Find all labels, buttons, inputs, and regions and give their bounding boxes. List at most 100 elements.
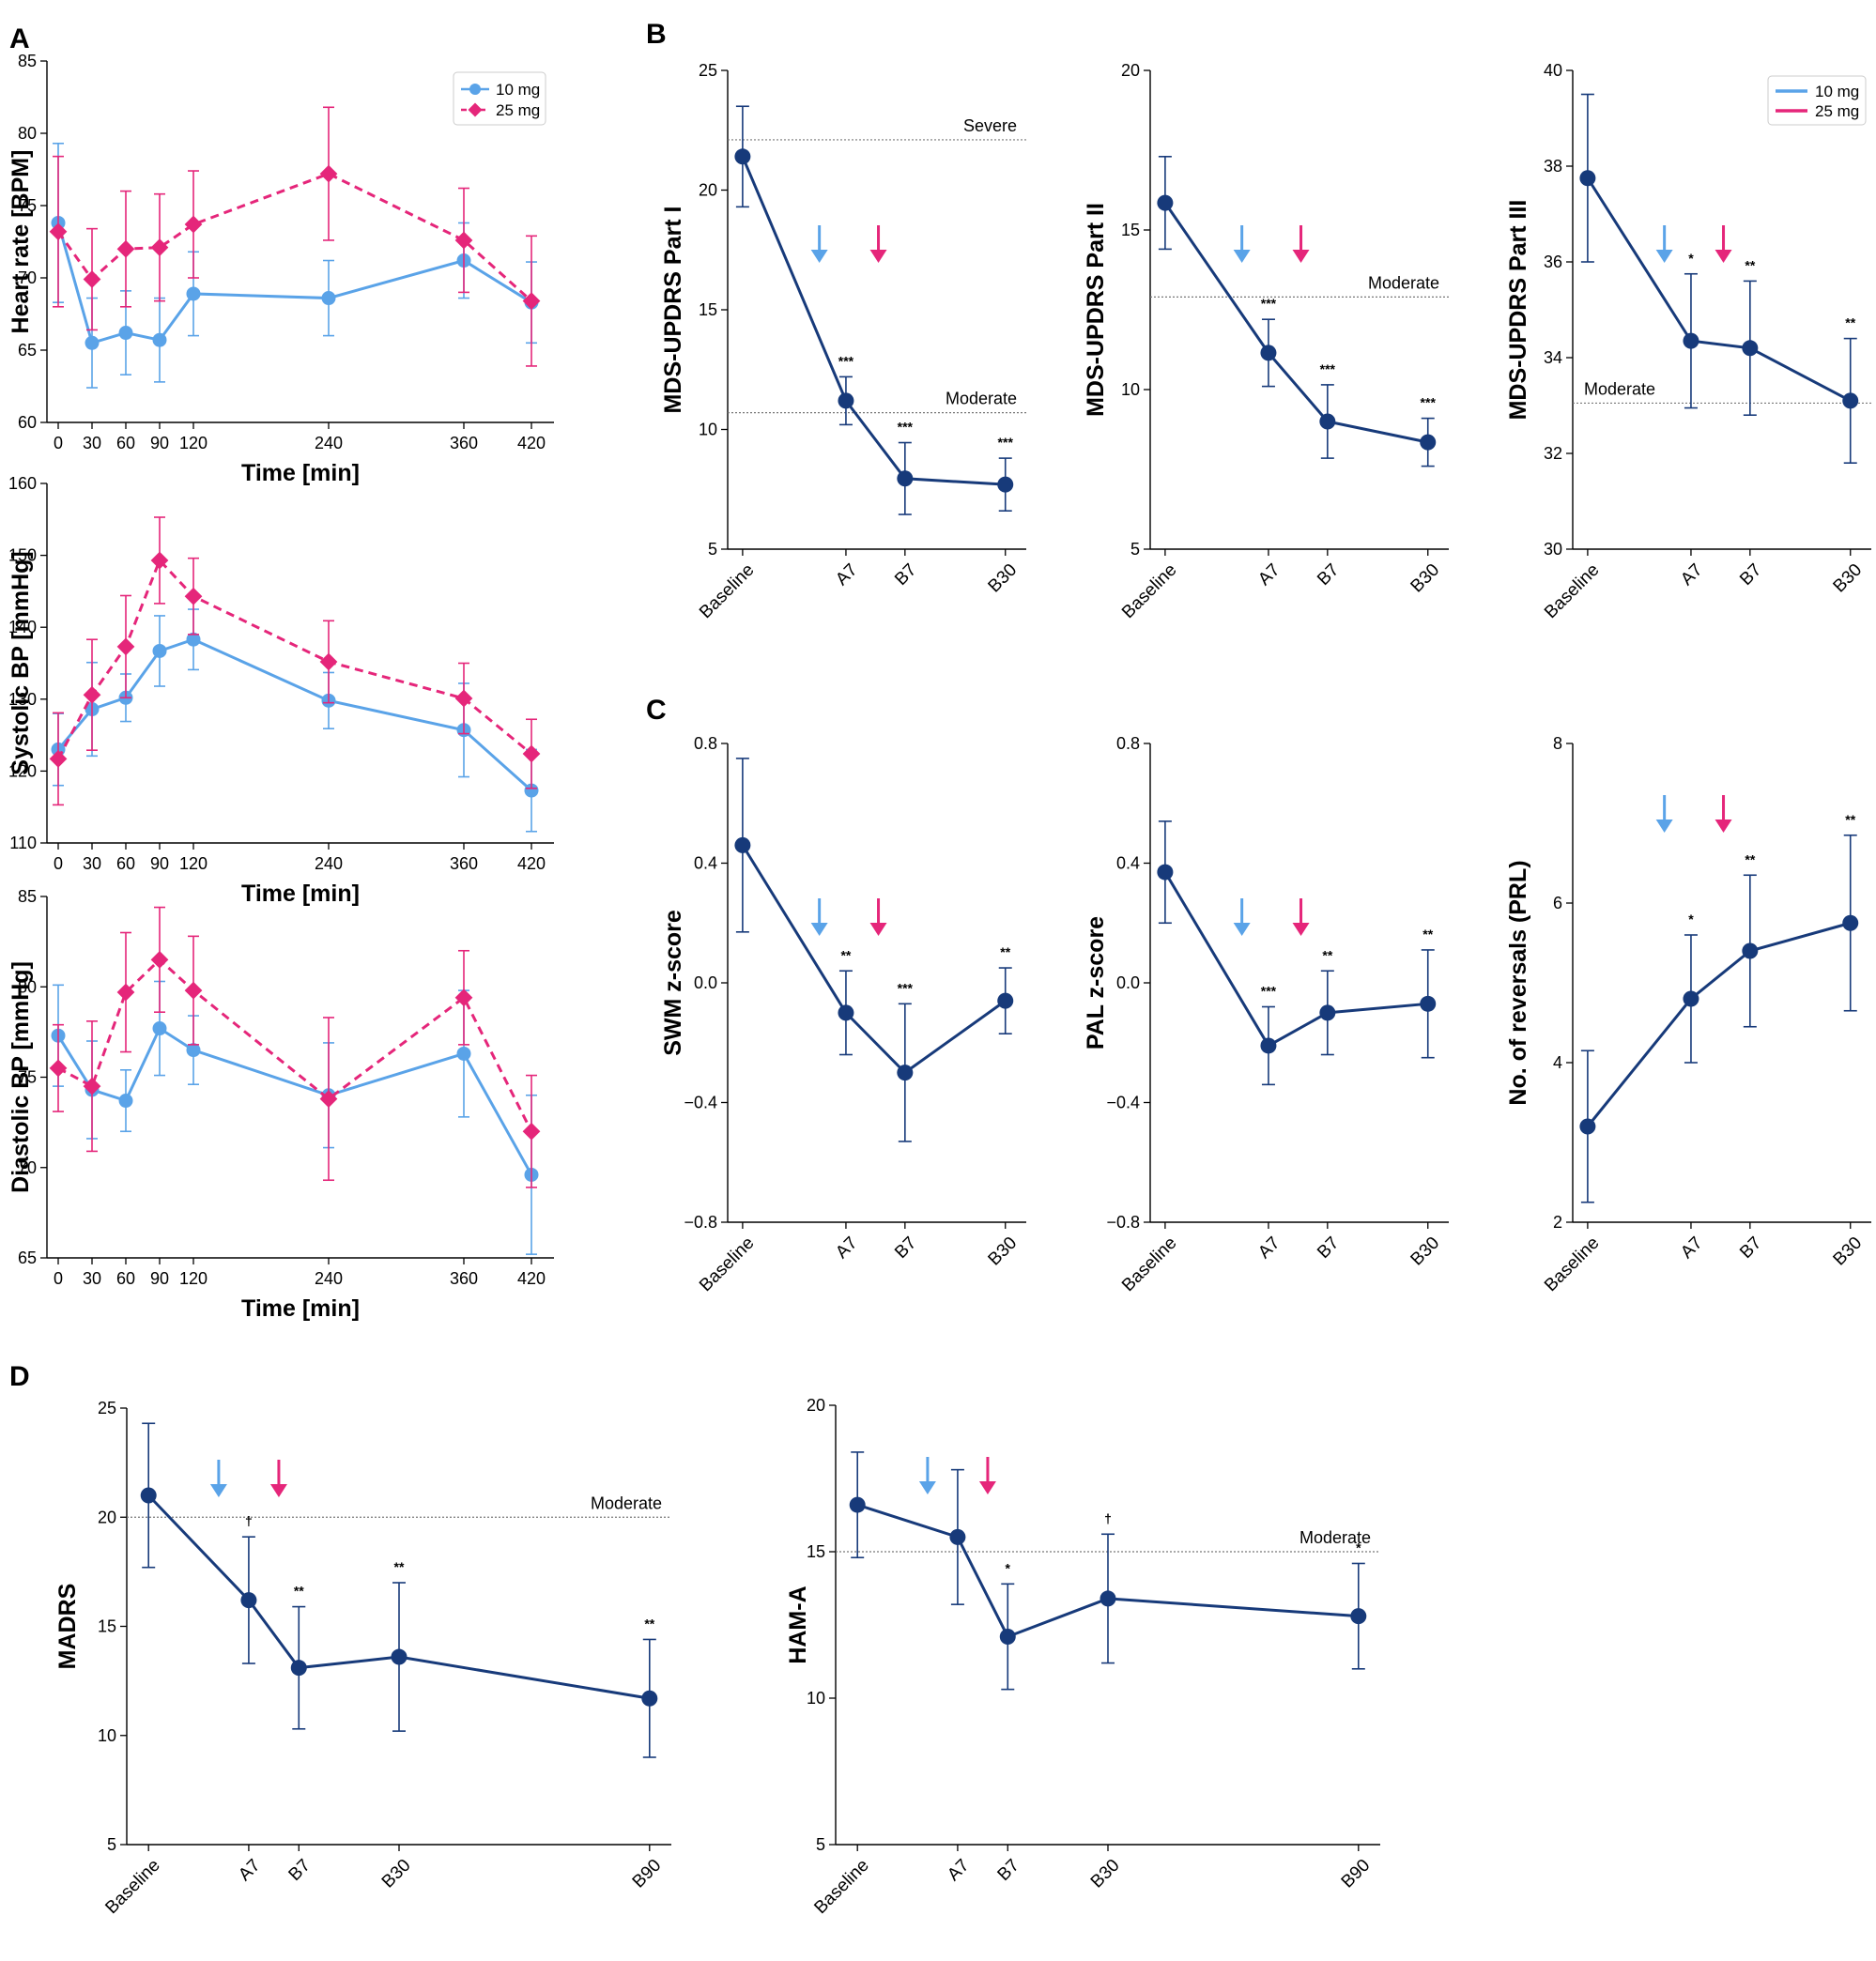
x-tick-label: B30: [1407, 1233, 1444, 1270]
legend-label: 10 mg: [496, 81, 540, 99]
x-tick-label: 240: [315, 434, 343, 452]
y-tick-label: 0.0: [694, 973, 717, 992]
data-point: [1260, 345, 1277, 361]
arrow-10mg-head: [209, 1484, 227, 1497]
y-tick-label: 120: [8, 761, 37, 780]
y-axis-title: Heart rate [BPM]: [8, 150, 34, 334]
y-tick-label: 36: [1544, 253, 1562, 271]
data-point: [1683, 990, 1699, 1007]
series-mean: [734, 758, 1014, 1142]
data-point: [150, 551, 169, 570]
significance-label: ***: [838, 353, 854, 368]
data-point: [456, 1046, 471, 1061]
y-tick-label: 0.0: [1116, 973, 1140, 992]
data-point: [140, 1487, 157, 1504]
y-tick-label: 38: [1544, 157, 1562, 176]
arrow-25mg-head: [1715, 820, 1732, 833]
data-point: [1842, 914, 1859, 931]
data-point: [118, 1094, 133, 1109]
data-point: [897, 470, 914, 487]
data-point: [240, 1592, 257, 1609]
data-point: [319, 1090, 338, 1108]
data-point: [1683, 332, 1699, 349]
data-point: [522, 744, 541, 763]
series-mean: [734, 105, 1014, 515]
significance-label: †: [1104, 1510, 1112, 1525]
x-tick-label: A7: [944, 1856, 973, 1885]
series-10mg: [51, 980, 539, 1255]
y-tick-label: 8: [1553, 734, 1562, 753]
x-tick-label: B7: [1314, 1233, 1343, 1263]
significance-label: ***: [1320, 361, 1336, 376]
significance-label: *: [1688, 912, 1694, 927]
y-tick-label: 70: [18, 1158, 37, 1177]
legend-marker: [468, 102, 483, 117]
x-tick-label: B90: [629, 1856, 666, 1892]
legend-label: 25 mg: [496, 101, 540, 119]
y-tick-label: 0.8: [1116, 734, 1140, 753]
y-axis-title: MDS-UPDRS Part I: [660, 207, 686, 414]
x-tick-label: 120: [179, 854, 208, 873]
y-axis-title: HAM-A: [785, 1586, 811, 1663]
chart-prl: 2 4 6 8 Baseline A7 B7 B30 No. of reversals (PRL…: [1505, 734, 1871, 1295]
data-point: [152, 332, 167, 347]
arrow-10mg-head: [810, 250, 828, 263]
y-tick-label: 20: [699, 181, 717, 200]
series-25mg: [49, 516, 541, 806]
data-point: [1350, 1608, 1367, 1625]
y-tick-label: 85: [18, 887, 37, 906]
y-tick-label: 32: [1544, 444, 1562, 463]
x-tick-label: Baseline: [696, 1233, 758, 1295]
data-point: [83, 685, 101, 704]
arrow-10mg-head: [918, 1481, 936, 1494]
chart-pal: −0.8 −0.4 0.0 0.4 0.8 Baseline A7 B7 B30 PAL z-sc…: [1083, 734, 1449, 1295]
x-tick-label: 90: [150, 1269, 169, 1288]
data-point: [734, 836, 751, 853]
y-tick-label: 75: [18, 196, 37, 215]
x-tick-label: A7: [1677, 1233, 1706, 1263]
data-point: [391, 1648, 407, 1665]
reference-line-label: Severe: [963, 116, 1017, 135]
series-line: [56, 637, 532, 792]
legend-box: [1767, 75, 1867, 126]
data-point: [1579, 1118, 1596, 1135]
y-tick-label: 15: [1121, 221, 1140, 239]
data-point: [186, 1043, 201, 1058]
data-point: [150, 951, 169, 969]
x-tick-label: 360: [450, 854, 478, 873]
significance-label: ***: [898, 420, 914, 435]
series-mean: [849, 1451, 1367, 1691]
y-tick-label: −0.8: [684, 1213, 717, 1232]
x-tick-label: 30: [83, 434, 101, 452]
y-tick-label: 60: [18, 413, 37, 432]
series-line: [1163, 202, 1429, 444]
chart-dbp: 65 70 75 80 85 0 30 60 90 120 240 360 420 Time [min] D…: [8, 887, 554, 1322]
chart-madrs: 5 10 15 20 25 Baseline A7 B7 B30 B90 MADRS D Moderat…: [9, 1361, 671, 1918]
y-tick-label: 75: [18, 1068, 37, 1087]
y-tick-label: 40: [1544, 61, 1562, 80]
y-tick-label: 5: [107, 1835, 116, 1854]
x-tick-label: 30: [83, 1269, 101, 1288]
y-tick-label: 10: [699, 421, 717, 439]
y-tick-label: 130: [8, 690, 37, 709]
series-mean: [140, 1422, 658, 1758]
significance-label: **: [1845, 812, 1855, 827]
arrow-10mg-head: [1655, 820, 1673, 833]
significance-label: **: [1000, 944, 1010, 959]
data-point: [454, 988, 473, 1007]
y-axis-title: Diastolic BP [mmHg]: [8, 961, 34, 1193]
data-point: [186, 286, 201, 301]
x-tick-label: 0: [54, 1269, 63, 1288]
x-tick-label: 420: [517, 854, 546, 873]
x-tick-label: 60: [116, 1269, 135, 1288]
data-point: [1742, 340, 1759, 357]
x-tick-label: 30: [83, 854, 101, 873]
data-point: [49, 750, 68, 768]
data-point: [838, 1004, 854, 1021]
y-tick-label: 34: [1544, 348, 1562, 367]
x-tick-label: A7: [1677, 560, 1706, 590]
x-tick-label: B7: [1736, 560, 1765, 590]
series-mean: [1157, 156, 1437, 467]
significance-label: **: [294, 1584, 304, 1599]
